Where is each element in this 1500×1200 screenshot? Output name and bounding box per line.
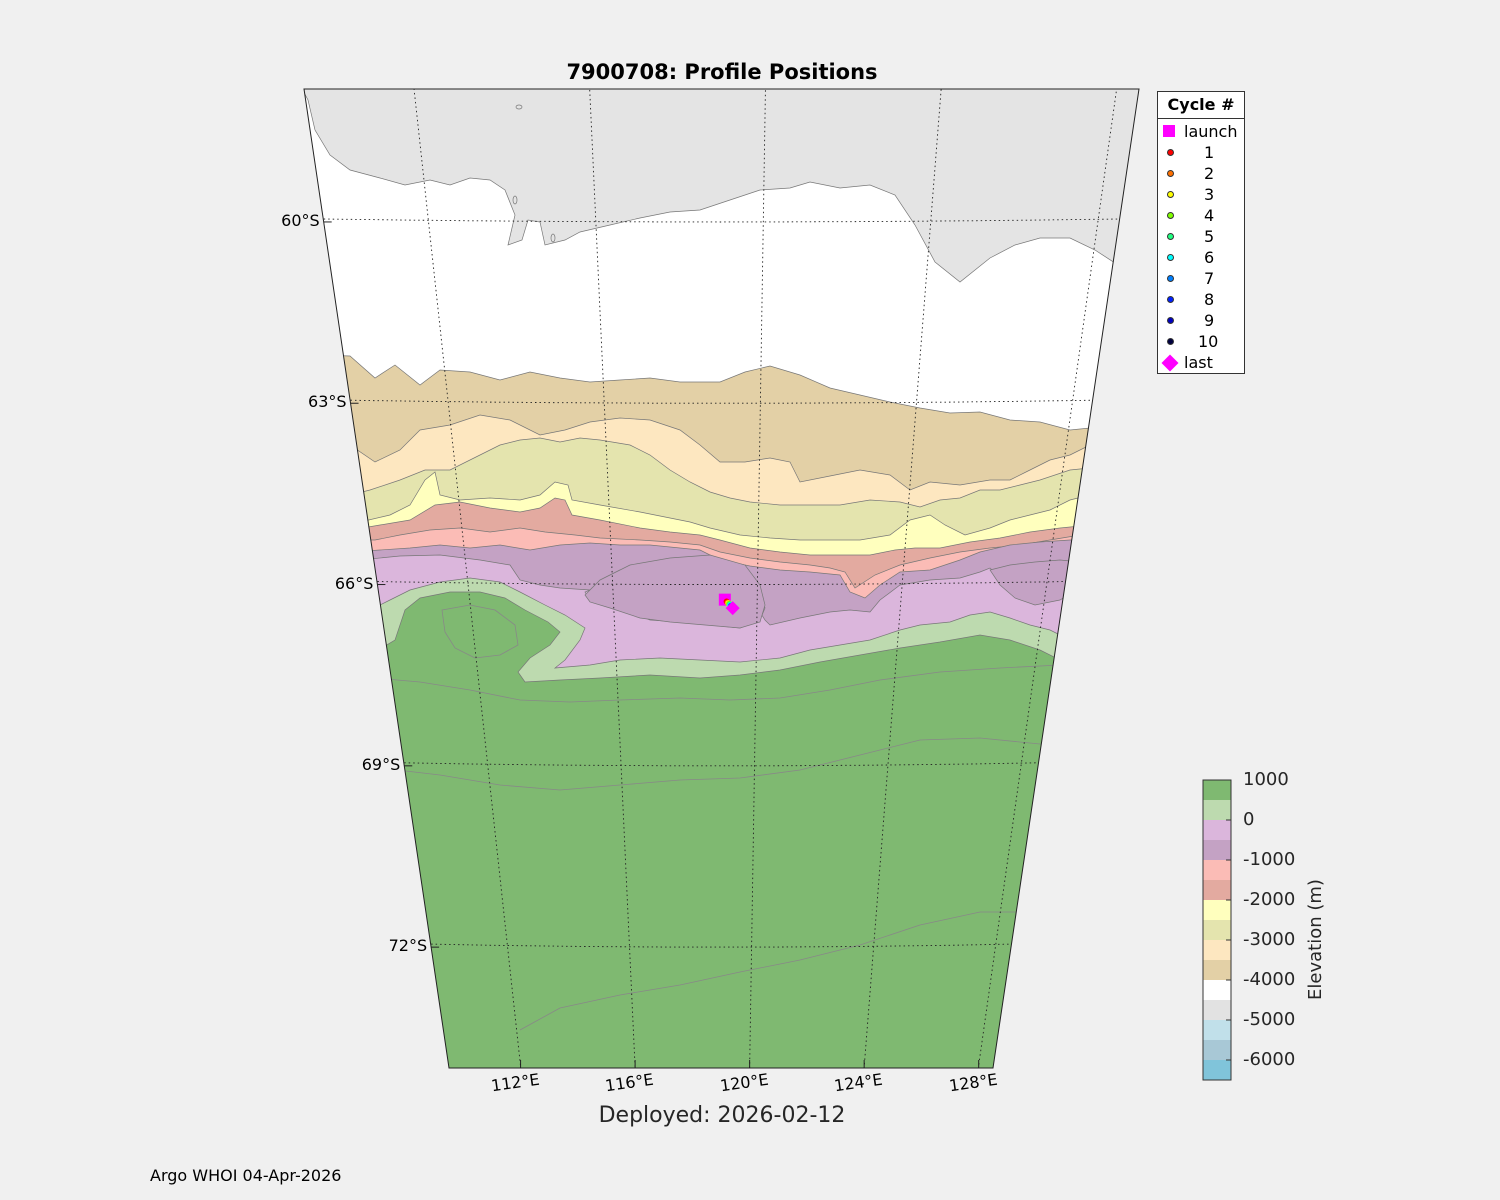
colorbar-band — [1203, 940, 1231, 960]
colorbar-tick-label: -2000 — [1243, 889, 1296, 910]
colorbar-band — [1203, 920, 1231, 940]
square-marker-icon — [1163, 125, 1175, 137]
parallel-gridline — [323, 218, 1120, 223]
legend-entry-label: 7 — [1204, 269, 1215, 288]
meridian-gridline — [410, 89, 525, 1068]
map-frame — [303, 88, 1140, 1069]
colorbar-band — [1203, 860, 1231, 880]
bathymetry-trough — [584, 554, 766, 629]
legend: Cycle # launch 1 2 3 4 5 6 7 8 9 10 last — [1157, 91, 1245, 374]
lat-tick-label: 69°S — [361, 754, 401, 774]
legend-entry-label: 8 — [1204, 290, 1215, 309]
colorbar-band — [1203, 880, 1231, 900]
circle-marker-icon — [1167, 149, 1174, 156]
circle-marker-icon — [1167, 275, 1174, 282]
colorbar-band — [1203, 980, 1231, 1000]
legend-entry-label: 4 — [1204, 206, 1215, 225]
legend-entry: 3 — [1158, 184, 1244, 205]
x-axis-label: Deployed: 2026-02-12 — [598, 1103, 846, 1128]
legend-entry: 6 — [1158, 247, 1244, 268]
colorbar-band — [1203, 800, 1231, 820]
circle-marker-icon — [1167, 233, 1174, 240]
meridian-gridline — [861, 89, 945, 1068]
graticule — [323, 89, 1122, 1068]
legend-entry: last — [1158, 352, 1244, 373]
legend-entry: 2 — [1158, 163, 1244, 184]
axis-ticks — [323, 221, 980, 1068]
legend-entry-label: 9 — [1204, 311, 1215, 330]
island — [550, 233, 556, 243]
circle-marker-icon — [1167, 254, 1174, 261]
colorbar-band — [1203, 780, 1231, 800]
circle-marker-icon — [1167, 317, 1174, 324]
plot-title: 7900708: Profile Positions — [566, 60, 878, 84]
colorbar-tick-label: -5000 — [1243, 1009, 1296, 1030]
colorbar-band — [1203, 1020, 1231, 1040]
circle-marker-icon — [1167, 338, 1174, 345]
island — [515, 104, 523, 110]
bathymetry-deep-region — [304, 89, 1139, 283]
legend-entry: 7 — [1158, 268, 1244, 289]
circle-marker-icon — [1167, 191, 1174, 198]
circle-marker-icon — [1167, 296, 1174, 303]
colorbar-band — [1203, 840, 1231, 860]
colorbar-tick-label: -4000 — [1243, 969, 1296, 990]
legend-entry: 1 — [1158, 142, 1244, 163]
legend-entry: launch — [1158, 121, 1244, 142]
legend-entry-label: 3 — [1204, 185, 1215, 204]
colorbar-frame — [1202, 779, 1232, 1081]
land-antarctica — [304, 591, 1101, 1068]
legend-entry-label: 5 — [1204, 227, 1215, 246]
colorbar-band — [1203, 820, 1231, 840]
lat-tick-label: 63°S — [308, 392, 347, 412]
colorbar-title: Elevation (m) — [1305, 879, 1326, 1000]
lat-tick-label: 66°S — [334, 573, 374, 593]
colorbar-band — [1203, 960, 1231, 980]
land-contour-1 — [374, 664, 1061, 703]
diamond-marker-icon — [1161, 354, 1179, 372]
footer-credit: Argo WHOI 04-Apr-2026 — [150, 1166, 342, 1185]
land-contour-2 — [379, 737, 1051, 791]
colorbar-tick-label: 1000 — [1243, 769, 1289, 790]
colorbar-band — [1203, 900, 1231, 920]
legend-entry-label: 2 — [1204, 164, 1215, 183]
legend-title: Cycle # — [1158, 92, 1244, 119]
lat-tick-label: 60°S — [281, 210, 320, 230]
colorbar-band — [1203, 1040, 1231, 1060]
colorbar-tick-label: 0 — [1243, 809, 1255, 830]
legend-entry-label: launch — [1184, 122, 1238, 141]
lat-tick-label: 72°S — [388, 936, 428, 956]
colorbar — [1202, 779, 1232, 1081]
colorbar-tick-label: -1000 — [1243, 849, 1296, 870]
colorbar-band — [1203, 1000, 1231, 1020]
island — [512, 195, 518, 205]
colorbar-tick-label: -6000 — [1243, 1049, 1296, 1070]
legend-entry: 8 — [1158, 289, 1244, 310]
profile-marker-last — [725, 601, 740, 616]
circle-marker-icon — [1167, 170, 1174, 177]
land-contour-3 — [519, 911, 1030, 1031]
colorbar-tick-label: -3000 — [1243, 929, 1296, 950]
legend-entry-label: last — [1184, 353, 1213, 372]
land-contour-4 — [441, 604, 519, 659]
legend-entry-label: 10 — [1198, 332, 1219, 351]
profile-markers — [718, 593, 740, 616]
legend-entry-label: 1 — [1204, 143, 1215, 162]
circle-marker-icon — [1167, 212, 1174, 219]
legend-entry: 10 — [1158, 331, 1244, 352]
legend-entry: 5 — [1158, 226, 1244, 247]
legend-entry: 4 — [1158, 205, 1244, 226]
colorbar-band — [1203, 1060, 1231, 1080]
legend-entry: 9 — [1158, 310, 1244, 331]
legend-entry-label: 6 — [1204, 248, 1215, 267]
